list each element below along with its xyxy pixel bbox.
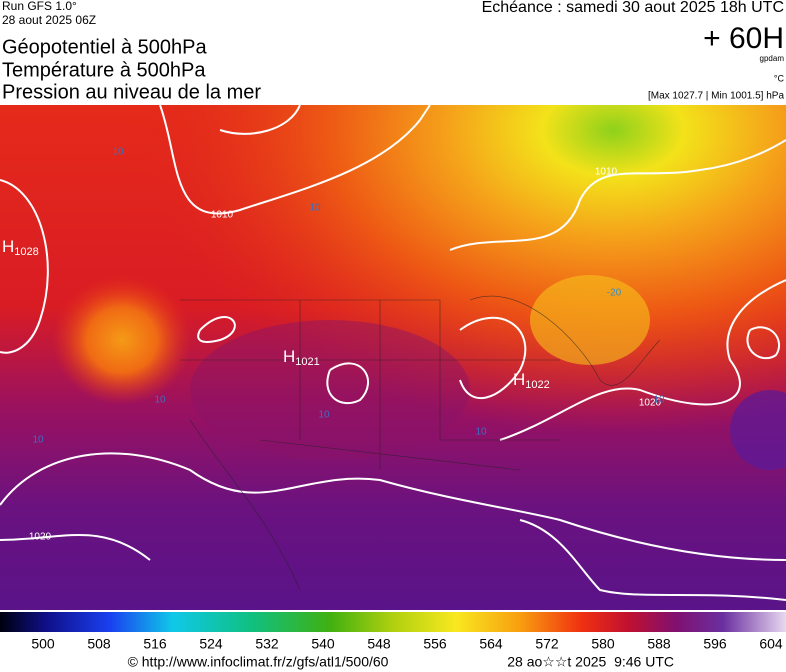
echeance: Echéance : samedi 30 aout 2025 18h UTC	[482, 0, 784, 16]
contour-label: 10	[653, 395, 665, 406]
unit-geo: gpdam	[760, 54, 785, 63]
pressure-center: H1028	[2, 237, 39, 257]
center-value: 1021	[295, 356, 319, 368]
contour-label: 1010	[211, 210, 234, 221]
run: Run GFS 1.0°	[2, 0, 77, 13]
contour-label: 10	[309, 203, 321, 214]
contour-label: 10	[32, 435, 44, 446]
contour-label: -20	[607, 288, 622, 299]
colorbar-label: 604	[759, 636, 783, 652]
contour-label: 10	[318, 410, 330, 421]
center-value: 1022	[525, 379, 549, 391]
map	[0, 105, 786, 610]
generated: 28 ao☆☆t 2025 9:46 UTC	[507, 654, 674, 670]
title: Géopotentiel à 500hPa	[2, 36, 207, 58]
map-labels: H1028101010H1021101010H1022-201010102010…	[2, 147, 665, 543]
colorbar-label: 596	[703, 636, 727, 652]
colorbar-label: 508	[87, 636, 111, 652]
contour-label: 10	[112, 147, 124, 158]
center-letter: H	[283, 347, 295, 366]
pressure-range: [Max 1027.7 | Min 1001.5] hPa	[648, 91, 784, 102]
colorbar-label: 556	[423, 636, 447, 652]
run-date: 28 aout 2025 06Z	[2, 13, 96, 27]
colorbar-label: 548	[367, 636, 391, 652]
colorbar-label: 532	[255, 636, 279, 652]
center-value: 1028	[14, 246, 38, 258]
contour-label: 1010	[595, 167, 618, 178]
pressure-center: H1022	[513, 370, 550, 390]
contour-label: 10	[475, 427, 487, 438]
colorbar-label: 572	[535, 636, 559, 652]
lead-time: + 60H	[703, 22, 784, 55]
colorbar-label: 500	[31, 636, 55, 652]
title: Pression au niveau de la mer	[2, 81, 261, 103]
colorbar-label: 580	[591, 636, 615, 652]
unit-temp: °C	[774, 73, 785, 83]
credit: © http://www.infoclimat.fr/z/gfs/atl1/50…	[128, 654, 389, 670]
colorbar-label: 516	[143, 636, 167, 652]
center-letter: H	[513, 370, 525, 389]
colorbar-labels: 500 508 516 524 532 540 548 556 564 572 580 588 596 6…	[31, 636, 783, 652]
colorbar	[0, 612, 786, 632]
colorbar-label: 540	[311, 636, 335, 652]
center-letter: H	[2, 237, 14, 256]
colorbar-label: 564	[479, 636, 503, 652]
pressure-center: H1021	[283, 347, 320, 367]
colorbar-label: 524	[199, 636, 223, 652]
title: Température à 500hPa	[2, 59, 206, 81]
contour-label: 1020	[639, 398, 662, 409]
colorbar-label: 588	[647, 636, 671, 652]
contour-label: 10	[154, 395, 166, 406]
contour-label: 1020	[29, 532, 52, 543]
